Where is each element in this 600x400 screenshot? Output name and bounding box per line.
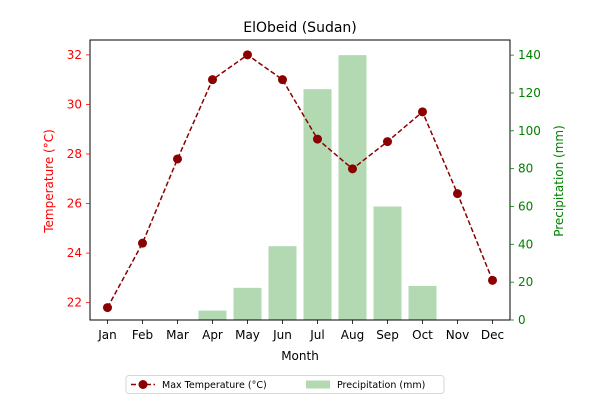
x-tick-label: Feb — [132, 328, 153, 342]
temperature-point — [103, 303, 112, 313]
temperature-point — [418, 107, 427, 117]
precipitation-bar — [268, 246, 297, 320]
chart-title: ElObeid (Sudan) — [243, 20, 357, 36]
right-y-tick-label: 140 — [518, 48, 541, 62]
axes: Jan Feb Mar Apr May Jun Jul Aug Sep Oct Nov Dec 22 24… — [67, 39, 541, 342]
left-y-tick-label: 24 — [67, 246, 82, 260]
x-tick-label: Jul — [309, 328, 324, 342]
left-y-tick-label: 28 — [67, 147, 82, 161]
x-tick-label: Oct — [412, 328, 433, 342]
x-tick-label: Dec — [481, 328, 504, 342]
legend-precipitation-swatch — [306, 380, 330, 389]
right-y-tick-label: 20 — [518, 275, 533, 289]
right-y-tick-label: 80 — [518, 162, 533, 176]
x-tick-label: Aug — [341, 328, 364, 342]
temperature-point — [383, 137, 392, 147]
temperature-point — [208, 75, 217, 85]
temperature-point — [243, 50, 252, 60]
legend-frame — [125, 375, 445, 394]
left-y-tick-label: 30 — [67, 97, 82, 111]
x-tick-label: Apr — [202, 328, 223, 342]
legend-temperature-label: Max Temperature (°C) — [162, 380, 267, 391]
precipitation-bar — [373, 206, 402, 320]
precipitation-bar — [198, 310, 227, 320]
x-axis-label: Month — [281, 349, 319, 363]
x-tick-label: Jan — [97, 328, 117, 342]
temperature-series-line — [106, 53, 494, 308]
plot-frame — [89, 39, 511, 321]
right-y-tick-label: 100 — [518, 124, 541, 138]
legend-temperature-marker — [138, 380, 148, 389]
x-tick-label: Mar — [166, 328, 189, 342]
legend-precipitation-label: Precipitation (mm) — [337, 380, 425, 391]
left-axis-label: Temperature (°C) — [42, 129, 56, 234]
right-y-tick-label: 40 — [518, 237, 533, 251]
temperature-point — [453, 189, 462, 199]
left-y-tick-label: 32 — [67, 48, 82, 62]
x-tick-label: Sep — [376, 328, 399, 342]
x-tick-label: May — [235, 328, 260, 342]
precipitation-bar — [233, 287, 262, 320]
x-tick-label: Jun — [272, 328, 292, 342]
precipitation-bar — [408, 285, 437, 320]
temperature-point — [278, 75, 287, 85]
temperature-line — [103, 50, 497, 313]
left-y-tick-label: 26 — [67, 197, 82, 211]
temperature-point — [138, 238, 147, 248]
temperature-point — [348, 164, 357, 174]
temperature-point — [488, 275, 497, 285]
x-tick-label: Nov — [446, 328, 469, 342]
left-y-tick-label: 22 — [67, 296, 82, 310]
right-y-tick-label: 60 — [518, 199, 533, 213]
right-y-tick-label: 0 — [518, 313, 526, 327]
temperature-point — [313, 134, 322, 144]
temperature-point — [173, 154, 182, 164]
right-axis-label: Precipitation (mm) — [552, 125, 566, 237]
legend: Max Temperature (°C) Precipitation (mm) — [125, 375, 445, 394]
right-y-tick-label: 120 — [518, 86, 541, 100]
precipitation-bar — [303, 89, 332, 321]
precipitation-bars — [198, 55, 437, 321]
precipitation-bar — [338, 55, 367, 321]
